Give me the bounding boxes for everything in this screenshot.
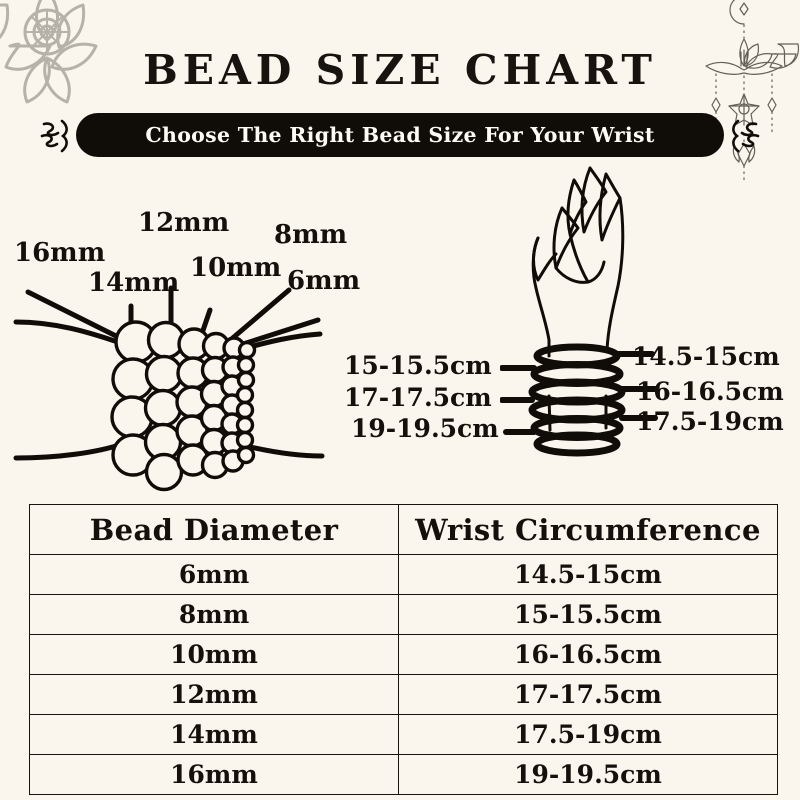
table-row: 6mm 14.5-15cm bbox=[29, 554, 778, 595]
table-row: 14mm 17.5-19cm bbox=[29, 714, 778, 755]
size-table: Bead Diameter Wrist Circumference 6mm 14… bbox=[29, 504, 778, 795]
bead-label-12mm: 12mm bbox=[138, 208, 230, 238]
table-row: 16mm 19-19.5cm bbox=[29, 754, 778, 795]
subtitle-pill: Choose The Right Bead Size For Your Wris… bbox=[76, 113, 724, 157]
cell-bead-diameter: 16mm bbox=[29, 754, 399, 795]
scroll-flourish-icon bbox=[40, 119, 68, 153]
cell-wrist-circumference: 19-19.5cm bbox=[398, 754, 778, 795]
hand-with-bracelets-icon bbox=[500, 166, 658, 457]
cell-wrist-circumference: 15-15.5cm bbox=[398, 594, 778, 635]
bead-label-10mm: 10mm bbox=[190, 253, 282, 283]
bead-label-8mm: 8mm bbox=[274, 220, 348, 250]
column-header-wrist-circumference: Wrist Circumference bbox=[398, 504, 778, 555]
table-row: 12mm 17-17.5cm bbox=[29, 674, 778, 715]
table-header-row: Bead Diameter Wrist Circumference bbox=[29, 504, 778, 555]
page-title: BEAD SIZE CHART bbox=[143, 46, 657, 94]
wrist-label-left-17-17.5cm: 17-17.5cm bbox=[344, 383, 492, 412]
cell-bead-diameter: 8mm bbox=[29, 594, 399, 635]
subtitle-text: Choose The Right Bead Size For Your Wris… bbox=[145, 122, 655, 147]
cell-bead-diameter: 6mm bbox=[29, 554, 399, 595]
wrist-label-right-14.5-15cm: 14.5-15cm bbox=[632, 342, 780, 371]
beaded-bracelet-icon bbox=[13, 285, 325, 492]
subtitle-banner: Choose The Right Bead Size For Your Wris… bbox=[0, 113, 800, 159]
bead-label-6mm: 6mm bbox=[287, 266, 361, 296]
table-row: 8mm 15-15.5cm bbox=[29, 594, 778, 635]
wrist-label-left-15-15.5cm: 15-15.5cm bbox=[344, 351, 492, 380]
bead-label-16mm: 16mm bbox=[14, 238, 106, 268]
bead-label-14mm: 14mm bbox=[88, 268, 180, 298]
column-header-bead-diameter: Bead Diameter bbox=[29, 504, 399, 555]
cell-bead-diameter: 10mm bbox=[29, 634, 399, 675]
cell-wrist-circumference: 16-16.5cm bbox=[398, 634, 778, 675]
scroll-flourish-icon bbox=[732, 119, 760, 153]
cell-bead-diameter: 12mm bbox=[29, 674, 399, 715]
cell-wrist-circumference: 14.5-15cm bbox=[398, 554, 778, 595]
table-row: 10mm 16-16.5cm bbox=[29, 634, 778, 675]
wrist-label-right-17.5-19cm: 17.5-19cm bbox=[636, 407, 784, 436]
wrist-label-right-16-16.5cm: 16-16.5cm bbox=[636, 377, 784, 406]
lotus-mandala-icon bbox=[0, 0, 98, 104]
cell-wrist-circumference: 17-17.5cm bbox=[398, 674, 778, 715]
cell-bead-diameter: 14mm bbox=[29, 714, 399, 755]
cell-wrist-circumference: 17.5-19cm bbox=[398, 714, 778, 755]
wrist-label-left-19-19.5cm: 19-19.5cm bbox=[351, 414, 499, 443]
